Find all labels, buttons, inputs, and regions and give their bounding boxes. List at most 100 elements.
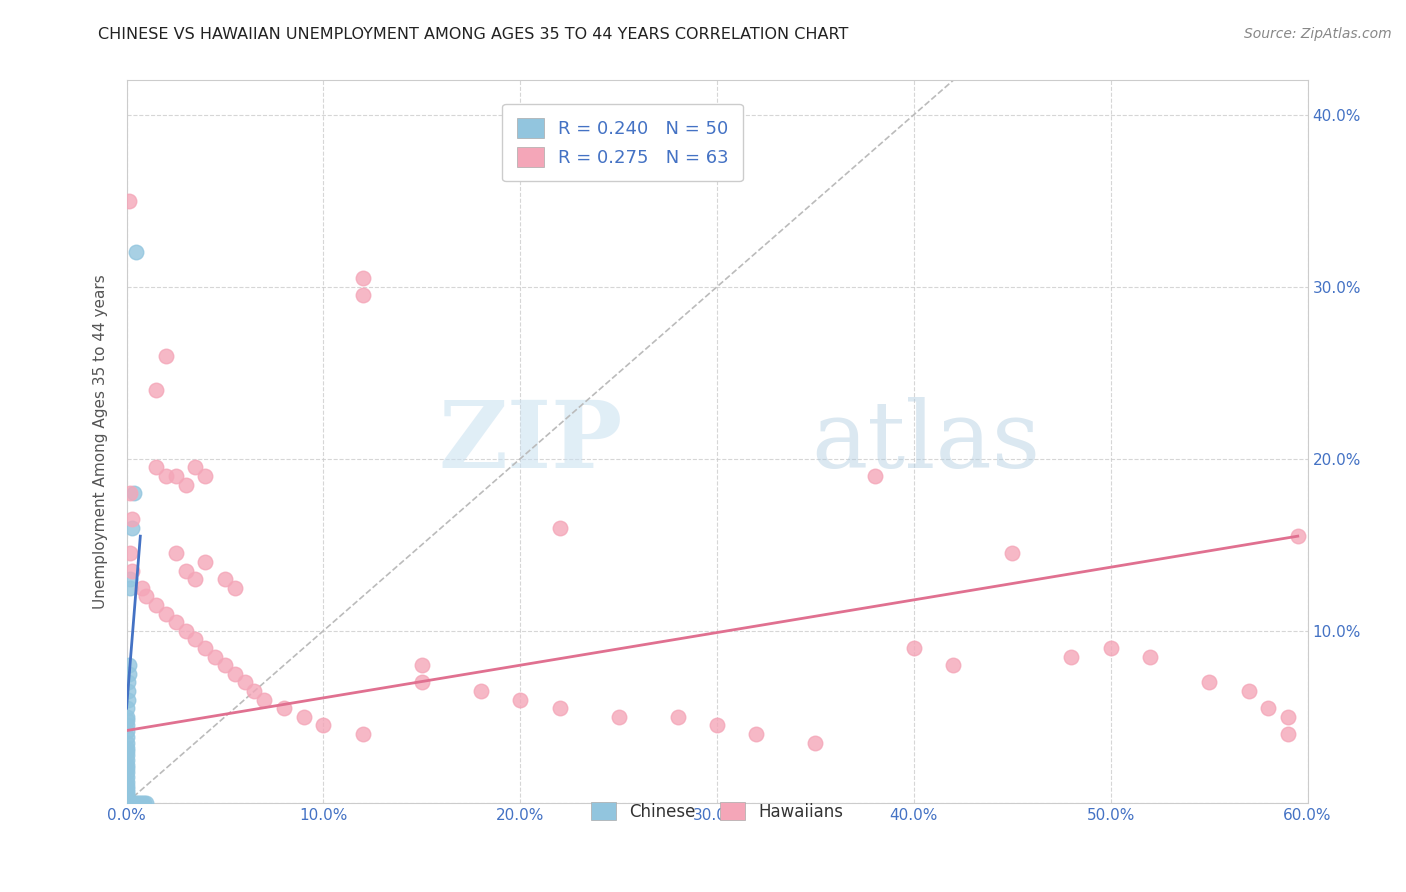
Point (115, 758, 138, 772)
Point (194, 469, 217, 483)
Point (115, 723, 138, 738)
Y-axis label: Unemployment Among Ages 35 to 44 years: Unemployment Among Ages 35 to 44 years (93, 274, 108, 609)
Point (120, 581, 142, 595)
Point (165, 615, 187, 630)
Point (124, 796, 146, 810)
Point (243, 684, 266, 698)
Point (115, 764, 138, 779)
Point (509, 692, 531, 706)
Point (115, 790, 138, 805)
Point (115, 710, 138, 724)
Point (131, 581, 153, 595)
Point (184, 632, 207, 647)
Point (292, 710, 315, 724)
Point (174, 564, 197, 578)
Point (1001, 546, 1024, 560)
Point (117, 666, 139, 681)
Point (117, 194, 139, 208)
Point (115, 775, 138, 789)
Point (121, 512, 143, 526)
Point (184, 460, 207, 475)
Point (470, 684, 492, 698)
Point (115, 794, 138, 808)
Point (155, 469, 177, 483)
Point (135, 796, 157, 810)
Point (117, 692, 139, 706)
Point (165, 546, 187, 560)
Point (411, 658, 433, 673)
Point (352, 727, 374, 741)
Point (607, 710, 630, 724)
Point (214, 572, 236, 586)
Point (903, 640, 925, 655)
Point (134, 796, 156, 810)
Point (548, 520, 571, 534)
Point (117, 796, 139, 810)
Point (115, 789, 138, 803)
Point (863, 469, 886, 483)
Point (115, 770, 138, 784)
Point (117, 684, 139, 698)
Point (115, 740, 138, 755)
Point (117, 796, 139, 810)
Point (115, 785, 138, 799)
Point (120, 572, 142, 586)
Point (115, 747, 138, 762)
Point (804, 735, 827, 749)
Point (145, 460, 167, 475)
Point (115, 735, 138, 749)
Point (155, 607, 177, 621)
Point (115, 782, 138, 797)
Point (127, 796, 149, 810)
Point (312, 718, 335, 732)
Point (115, 744, 138, 758)
Point (124, 486, 146, 500)
Text: atlas: atlas (811, 397, 1040, 486)
Text: Source: ZipAtlas.com: Source: ZipAtlas.com (1244, 27, 1392, 41)
Point (125, 245, 148, 260)
Point (1060, 649, 1083, 664)
Point (411, 675, 433, 690)
Point (117, 675, 139, 690)
Point (135, 590, 157, 604)
Point (117, 796, 139, 810)
Point (1237, 684, 1260, 698)
Point (115, 792, 138, 806)
Point (184, 572, 207, 586)
Point (1286, 529, 1309, 543)
Point (115, 718, 138, 732)
Point (1257, 701, 1279, 715)
Point (174, 477, 197, 491)
Point (1139, 649, 1161, 664)
Point (125, 796, 148, 810)
Point (115, 713, 138, 727)
Point (120, 486, 142, 500)
Point (1099, 640, 1122, 655)
Point (115, 779, 138, 793)
Point (224, 581, 246, 595)
Point (253, 692, 276, 706)
Point (706, 718, 728, 732)
Point (1277, 710, 1299, 724)
Point (120, 546, 142, 560)
Point (155, 349, 177, 363)
Point (165, 469, 187, 483)
Point (129, 796, 152, 810)
Point (194, 555, 217, 569)
Point (666, 710, 689, 724)
Point (131, 796, 153, 810)
Legend: Chinese, Hawaiians: Chinese, Hawaiians (581, 792, 853, 830)
Point (942, 658, 965, 673)
Text: ZIP: ZIP (439, 397, 623, 486)
Point (194, 640, 217, 655)
Point (145, 598, 167, 612)
Point (115, 787, 138, 801)
Point (233, 675, 256, 690)
Point (1198, 675, 1220, 690)
Point (115, 796, 138, 810)
Point (115, 701, 138, 715)
Point (352, 288, 374, 302)
Point (115, 753, 138, 767)
Point (204, 649, 226, 664)
Point (115, 796, 138, 810)
